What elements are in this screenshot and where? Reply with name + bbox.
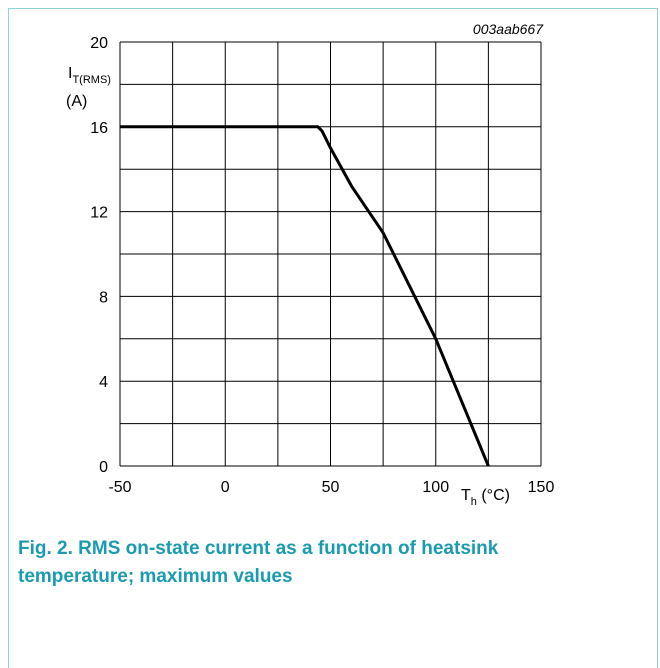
y-tick-label: 4	[99, 374, 108, 391]
x-tick-label: 150	[528, 479, 555, 496]
x-tick-label: 0	[221, 479, 230, 496]
caption: Fig. 2. RMS on-state current as a functi…	[18, 538, 499, 587]
x-label-main: T	[461, 487, 471, 504]
line	[120, 125, 490, 467]
x-tick-label: 50	[322, 479, 340, 496]
figure-code: 003aab667	[473, 21, 544, 37]
x-label-unit: (°C)	[477, 487, 510, 504]
x-tick-label: 100	[422, 479, 449, 496]
y-tick-label: 16	[90, 120, 108, 137]
y-tick-label: 12	[90, 205, 108, 222]
frame	[8, 8, 658, 668]
y-tick-label: 20	[90, 35, 108, 52]
y-tick-label: 0	[99, 459, 108, 476]
y-label-sub: T(RMS)	[72, 74, 111, 86]
y-label-main: I	[68, 65, 72, 82]
x-label-sub: h	[471, 496, 477, 508]
x-axis-label: Th (°C)	[461, 487, 510, 508]
y-tick-label: 8	[99, 289, 108, 306]
y-axis-label: IT(RMS)	[68, 65, 111, 86]
x-tick-label: -50	[108, 479, 131, 496]
y-axis-unit: (A)	[66, 93, 87, 110]
